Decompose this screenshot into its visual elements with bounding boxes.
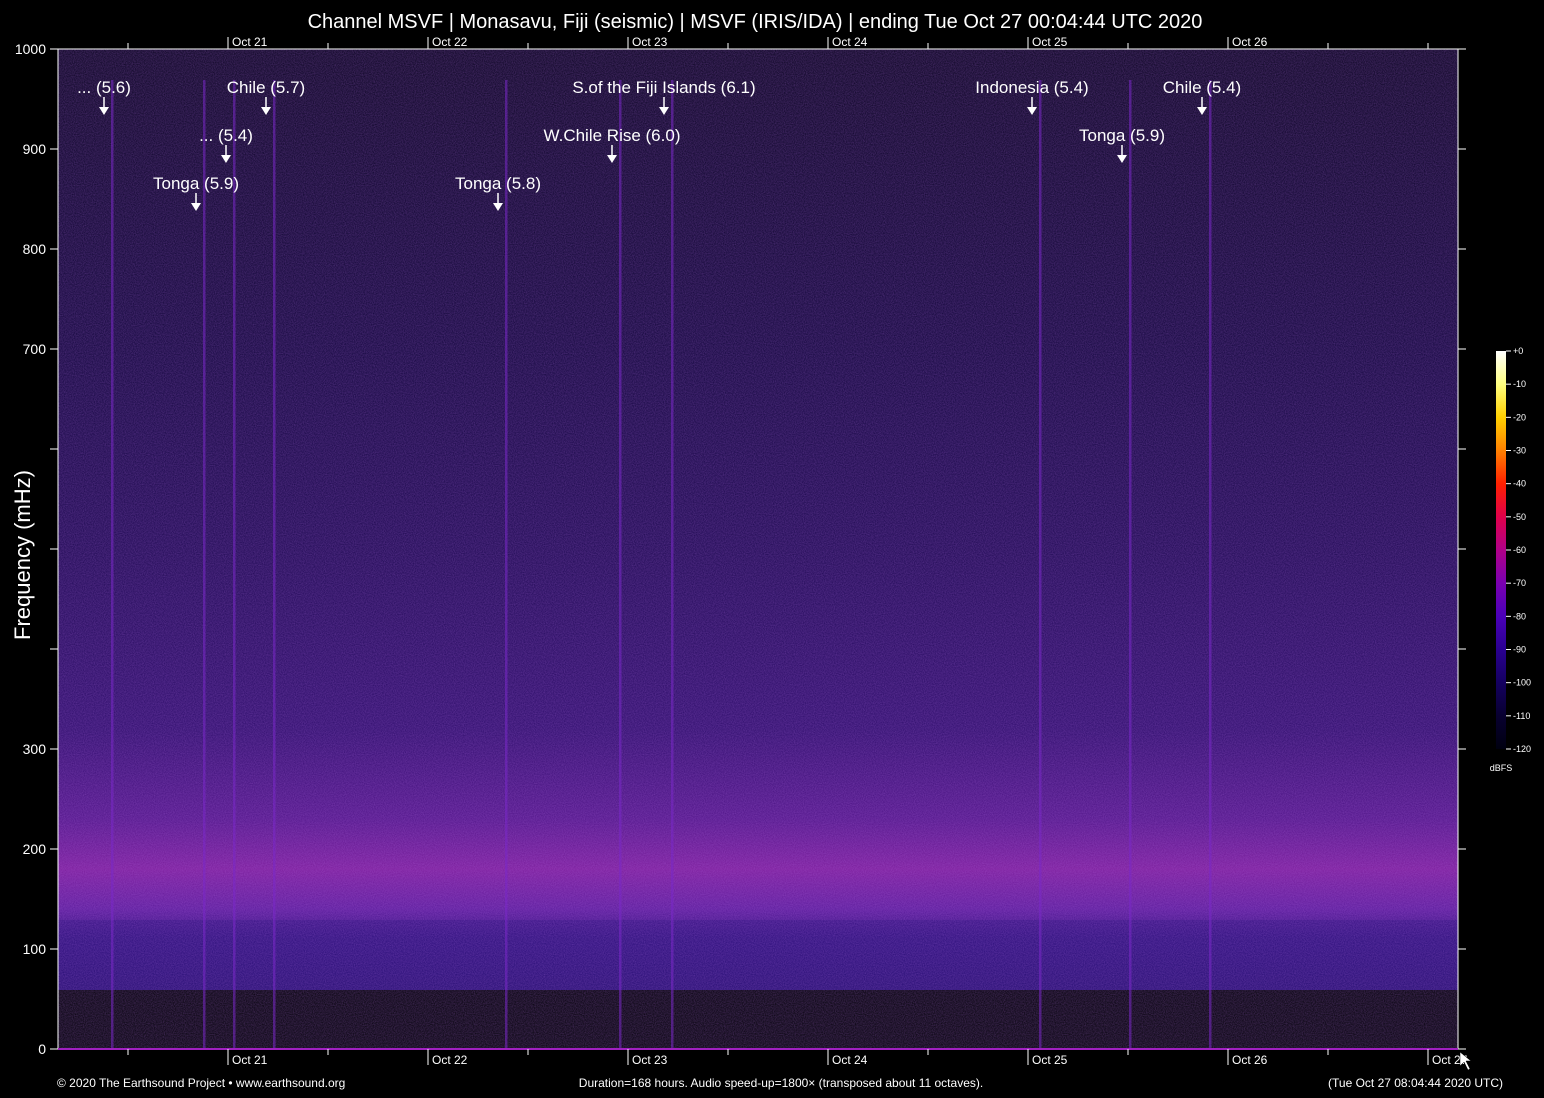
- colorbar-tick-label: +0: [1513, 346, 1523, 356]
- x-tick-label-bottom: Oct 27: [1432, 1053, 1468, 1067]
- chart-title-text: Channel MSVF | Monasavu, Fiji (seismic) …: [308, 11, 1203, 33]
- event-arrow-head: [659, 107, 669, 115]
- event-streak: [505, 80, 508, 1049]
- y-tick-label: 200: [23, 841, 47, 857]
- event-label: ... (5.4): [199, 126, 253, 145]
- x-tick-label-top: Oct 22: [432, 35, 468, 49]
- spectrogram-noise: [58, 49, 1458, 1049]
- cursor-pointer-icon: [1459, 1051, 1472, 1071]
- colorbar-tick-label: -110: [1513, 711, 1530, 721]
- footer-duration: Duration=168 hours. Audio speed-up=1800×…: [579, 1076, 983, 1090]
- y-tick-label: 300: [23, 741, 47, 757]
- event-arrow-head: [191, 203, 201, 211]
- footer-copyright: © 2020 The Earthsound Project • www.eart…: [57, 1076, 345, 1090]
- event-label: Tonga (5.9): [153, 174, 239, 193]
- colorbar-tick-label: -40: [1513, 479, 1526, 489]
- event-streak: [671, 80, 674, 1049]
- colorbar-tick-label: -120: [1513, 744, 1531, 754]
- colorbar-tick-label: -90: [1513, 645, 1526, 655]
- x-tick-label-top: Oct 24: [832, 35, 868, 49]
- y-tick-label: 0: [38, 1041, 46, 1057]
- event-streak: [233, 80, 236, 1049]
- event-arrow-head: [1027, 107, 1037, 115]
- event-streak: [619, 80, 622, 1049]
- x-tick-label-top: Oct 26: [1232, 35, 1268, 49]
- y-tick-label: 1000: [15, 41, 46, 57]
- event-arrow-head: [1117, 155, 1127, 163]
- event-streak: [203, 80, 206, 1049]
- x-axis: Oct 21 Oct 22 Oct 23 Oct 24 Oct 25 Oct 26 Oct …: [58, 35, 1468, 1067]
- chart-title: Channel MSVF | Monasavu, Fiji (seismic) …: [308, 11, 1203, 33]
- x-tick-label-bottom: Oct 26: [1232, 1053, 1268, 1067]
- footer: © 2020 The Earthsound Project • www.eart…: [57, 1076, 1503, 1090]
- event-label: ... (5.6): [77, 78, 131, 97]
- y-tick-label: 800: [23, 241, 47, 257]
- colorbar-tick-label: -20: [1513, 412, 1526, 422]
- colorbar-tick-label: -60: [1513, 545, 1526, 555]
- x-tick-label-bottom: Oct 24: [832, 1053, 868, 1067]
- colorbar-tick-label: -50: [1513, 512, 1526, 522]
- x-tick-label-top: Oct 21: [232, 35, 268, 49]
- event-arrow-head: [493, 203, 503, 211]
- event-label: Chile (5.4): [1163, 78, 1241, 97]
- x-tick-label-top: Oct 25: [1032, 35, 1068, 49]
- event-streak: [273, 80, 276, 1049]
- colorbar-scale: [1496, 351, 1506, 749]
- y-tick-label: 900: [23, 141, 47, 157]
- event-arrow-head: [99, 107, 109, 115]
- colorbar-tick-label: -80: [1513, 611, 1526, 621]
- colorbar-unit: dBFS: [1490, 763, 1513, 773]
- x-tick-label-bottom: Oct 25: [1032, 1053, 1068, 1067]
- y-tick-label: 700: [23, 341, 47, 357]
- footer-timestamp: (Tue Oct 27 08:04:44 2020 UTC): [1328, 1076, 1503, 1090]
- y-axis-label: Frequency (mHz): [10, 470, 35, 640]
- x-tick-label-bottom: Oct 23: [632, 1053, 668, 1067]
- colorbar-tick-label: -30: [1513, 446, 1526, 456]
- event-label: Chile (5.7): [227, 78, 305, 97]
- event-streak: [1129, 80, 1132, 1049]
- event-arrow-head: [261, 107, 271, 115]
- event-label: Tonga (5.9): [1079, 126, 1165, 145]
- event-label: W.Chile Rise (6.0): [544, 126, 681, 145]
- event-arrow-head: [607, 155, 617, 163]
- x-tick-label-top: Oct 23: [632, 35, 668, 49]
- event-label: Indonesia (5.4): [975, 78, 1088, 97]
- colorbar-tick-label: -100: [1513, 678, 1531, 688]
- event-streak: [1209, 80, 1212, 1049]
- colorbar: dBFS +0 -10 -20 -30 -40 -50 -60 -70 -80 -90 -100 -1…: [1490, 346, 1531, 773]
- event-streaks: [111, 80, 1212, 1049]
- plot-area: [58, 49, 1458, 1049]
- event-arrow-head: [1197, 107, 1207, 115]
- event-annotations: ... (5.6) Chile (5.7) S.of the Fiji Island…: [77, 78, 1241, 211]
- colorbar-tick-label: -70: [1513, 578, 1526, 588]
- event-arrow-head: [221, 155, 231, 163]
- colorbar-tick-label: -10: [1513, 379, 1526, 389]
- x-tick-label-bottom: Oct 21: [232, 1053, 268, 1067]
- y-tick-label: 100: [23, 941, 47, 957]
- event-label: S.of the Fiji Islands (6.1): [572, 78, 755, 97]
- event-streak: [111, 80, 114, 1049]
- y-axis: 0 100 200 300 700 800 900 1000: [15, 41, 1466, 1057]
- x-tick-label-bottom: Oct 22: [432, 1053, 468, 1067]
- event-label: Tonga (5.8): [455, 174, 541, 193]
- event-streak: [1039, 80, 1042, 1049]
